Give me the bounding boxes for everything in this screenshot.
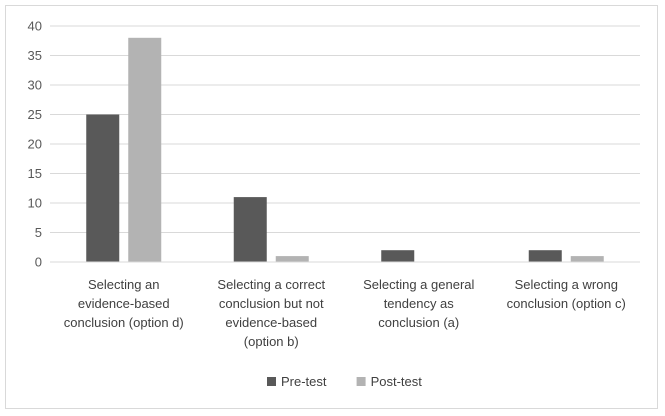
x-category-label: Selecting an	[88, 277, 160, 292]
y-tick-label: 10	[28, 196, 42, 211]
y-tick-label: 5	[35, 225, 42, 240]
x-category-label: conclusion but not	[219, 296, 324, 311]
x-category-label: conclusion (a)	[378, 315, 459, 330]
y-tick-label: 35	[28, 48, 42, 63]
bar-pre-test-0	[86, 114, 120, 262]
x-category-label: conclusion (option d)	[64, 315, 184, 330]
x-category-label: tendency as	[384, 296, 455, 311]
legend-label: Pre-test	[281, 374, 327, 389]
bar-post-test-3	[570, 256, 604, 262]
y-tick-label: 20	[28, 137, 42, 152]
y-tick-label: 0	[35, 255, 42, 270]
y-tick-label: 30	[28, 78, 42, 93]
legend-swatch	[267, 377, 276, 386]
x-category-label: Selecting a correct	[217, 277, 325, 292]
x-category-label: Selecting a general	[363, 277, 474, 292]
x-category-label: (option b)	[244, 334, 299, 349]
y-tick-label: 40	[28, 19, 42, 34]
legend-swatch	[356, 377, 366, 386]
x-category-label: conclusion (option c)	[507, 296, 626, 311]
x-category-label: evidence-based	[78, 296, 170, 311]
bar-post-test-0	[128, 37, 162, 262]
y-tick-label: 25	[28, 107, 42, 122]
bar-pre-test-1	[233, 197, 267, 262]
bar-post-test-1	[275, 256, 309, 262]
legend-label: Post-test	[371, 374, 423, 389]
x-category-label: Selecting a wrong	[515, 277, 618, 292]
bar-pre-test-3	[528, 250, 562, 262]
y-tick-label: 15	[28, 166, 42, 181]
bar-pre-test-2	[381, 250, 415, 262]
x-category-label: evidence-based	[225, 315, 317, 330]
